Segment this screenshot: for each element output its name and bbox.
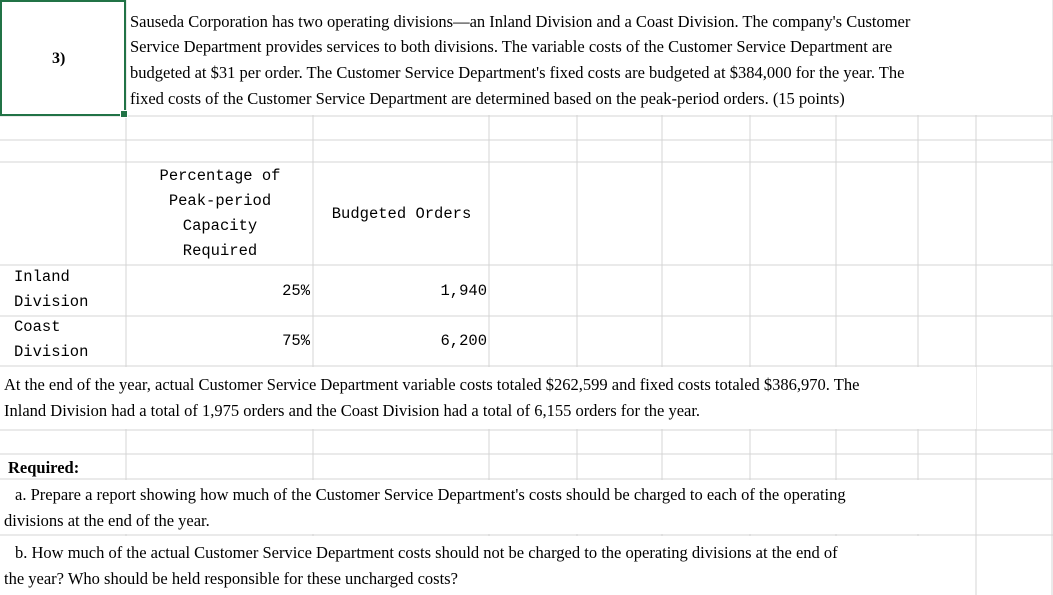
intro-line: Service Department provides services to …: [130, 37, 893, 56]
fill-handle[interactable]: [120, 110, 128, 118]
percentage-cell: 75%: [282, 332, 310, 350]
part-b-line: the year? Who should be held responsible…: [4, 569, 458, 588]
intro-merged-cell: [127, 0, 1052, 115]
division-name-line: Division: [14, 343, 89, 361]
question-number: 3): [52, 50, 66, 67]
intro-line: budgeted at $31 per order. The Customer …: [130, 63, 905, 82]
intro-line: Sauseda Corporation has two operating di…: [130, 12, 911, 31]
header-line: Peak-period: [168, 192, 272, 210]
orders-cell: 6,200: [440, 332, 487, 350]
actual-line: At the end of the year, actual Customer …: [4, 375, 860, 394]
actual-costs-merged-cell: [0, 367, 976, 429]
part-b-line: b. How much of the actual Customer Servi…: [15, 543, 838, 562]
percentage-header-cell: [127, 163, 312, 264]
percentage-cell: 25%: [282, 282, 310, 300]
budgeted-orders-column-header: Budgeted Orders: [331, 205, 472, 223]
selected-cell-question-number[interactable]: [0, 0, 128, 118]
part-b-merged-cell: [0, 536, 975, 595]
required-label: Required:: [8, 458, 80, 477]
row-label-inland-cell: [0, 266, 125, 315]
orders-header-cell: [314, 163, 488, 264]
part-a-merged-cell: [0, 480, 975, 534]
orders-cell: 1,940: [440, 282, 487, 300]
intro-line: fixed costs of the Customer Service Depa…: [130, 89, 845, 108]
row-label-coast-cell: [0, 317, 125, 365]
header-line: Capacity: [182, 217, 258, 235]
division-name-line: Coast: [14, 318, 61, 336]
division-name-line: Division: [14, 293, 89, 311]
header-line: Required: [182, 242, 258, 260]
division-name-line: Inland: [14, 268, 70, 286]
actual-line: Inland Division had a total of 1,975 ord…: [4, 401, 701, 420]
part-a-line: divisions at the end of the year.: [4, 511, 210, 530]
header-line: Percentage of: [159, 167, 281, 185]
grid-horizontal-lines: [0, 115, 1053, 536]
part-a-line: a. Prepare a report showing how much of …: [15, 485, 846, 504]
